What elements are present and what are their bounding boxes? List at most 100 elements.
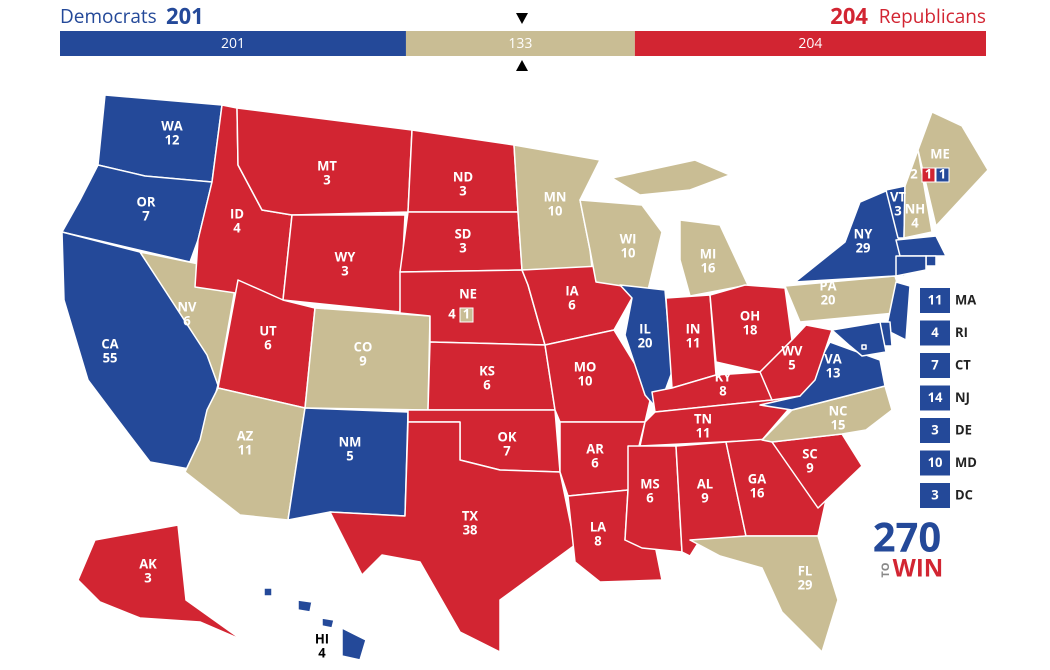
state-votes: 9 — [806, 458, 813, 476]
logo-number: 270 — [873, 509, 942, 564]
state-votes: 15 — [831, 415, 846, 433]
state-votes: 20 — [638, 333, 653, 351]
legend-box — [920, 288, 950, 313]
legend-votes: 3 — [931, 485, 938, 503]
state-abbr: MO — [574, 357, 597, 375]
legend-abbr: NJ — [955, 388, 970, 406]
tally-bar: 201 133 204 — [60, 31, 986, 56]
state-abbr: OK — [498, 427, 517, 445]
state-shape — [77, 524, 243, 641]
state-abbr: CO — [354, 337, 373, 355]
legend-abbr: RI — [955, 323, 968, 341]
state-votes: 29 — [856, 238, 871, 256]
state-votes: 3 — [144, 568, 151, 586]
state-votes: 5 — [346, 446, 353, 464]
district-votes: 1 — [939, 164, 946, 182]
state-shape — [329, 421, 576, 653]
state-abbr: ME — [930, 144, 950, 162]
state-abbr: WV — [781, 341, 803, 359]
legend-box — [920, 450, 950, 476]
rep-label: Republicans — [879, 3, 986, 29]
state-abbr: NY — [854, 224, 874, 242]
state-votes: 3 — [323, 170, 330, 188]
legend-votes: 3 — [931, 420, 938, 438]
state-votes: 4 — [233, 218, 241, 236]
state-shape — [895, 235, 947, 257]
legend-votes: 10 — [928, 453, 943, 471]
state-shape — [794, 189, 906, 283]
state-abbr: KY — [715, 367, 733, 385]
state-votes: 10 — [621, 243, 636, 261]
state-abbr: NH — [905, 199, 926, 217]
state-votes: 12 — [165, 130, 180, 148]
district-box — [935, 167, 950, 183]
state-votes: 4 — [318, 643, 326, 661]
logo-word: WIN — [893, 551, 944, 584]
state-shape — [611, 159, 731, 196]
state-abbr: IA — [565, 281, 578, 299]
rep-total: 204 — [830, 1, 868, 31]
legend-box — [920, 385, 950, 411]
state-votes: 3 — [459, 238, 466, 256]
state-abbr: OH — [740, 306, 760, 324]
tally-label: 133 — [508, 34, 532, 53]
state-votes: 11 — [686, 333, 701, 351]
state-abbr: VT — [890, 187, 906, 205]
state-abbr: GA — [748, 469, 766, 487]
district-box — [921, 167, 936, 183]
state-shape — [297, 599, 313, 613]
state-abbr: ID — [230, 204, 244, 222]
state-abbr: AK — [139, 554, 157, 572]
state-abbr: NC — [829, 401, 848, 419]
state-votes: 11 — [696, 423, 711, 441]
legend-abbr: DE — [955, 420, 972, 438]
state-shape — [784, 275, 907, 323]
state-shape — [321, 617, 335, 629]
state-abbr: MT — [317, 156, 337, 174]
state-shape — [759, 324, 833, 401]
state-shape — [917, 111, 989, 227]
small-state-legend: 11 MA 4 RI 7 CT 14 NJ 3 DE 10 MD 3 DC — [920, 288, 977, 508]
state-abbr: WA — [161, 116, 183, 134]
state-votes: 16 — [750, 483, 765, 501]
state-abbr: TN — [694, 409, 712, 427]
state-votes: 2 — [910, 164, 918, 182]
state-abbr: IL — [639, 319, 651, 337]
tally-label: 201 — [221, 34, 245, 53]
state-abbr: KS — [479, 361, 495, 379]
state-votes: 11 — [238, 440, 253, 458]
state-abbr: AL — [697, 474, 713, 492]
state-abbr: AR — [586, 439, 604, 457]
state-shape — [861, 344, 867, 350]
state-abbr: PA — [819, 276, 836, 294]
state-votes: 3 — [459, 181, 466, 199]
state-votes: 8 — [594, 531, 601, 549]
state-votes: 55 — [103, 348, 118, 366]
legend-box — [920, 320, 950, 346]
dem-total: 201 — [166, 1, 204, 31]
state-votes: 4 — [911, 213, 919, 231]
state-abbr: OR — [137, 192, 156, 210]
state-shape — [925, 255, 937, 267]
state-shape — [903, 149, 933, 239]
legend-box — [920, 353, 950, 378]
state-shape — [341, 627, 367, 661]
state-votes: 10 — [548, 201, 563, 219]
state-votes: 6 — [646, 488, 654, 506]
tally-segment — [60, 31, 406, 56]
state-votes: 20 — [821, 290, 836, 308]
state-votes: 9 — [359, 351, 366, 369]
state-shape — [263, 587, 273, 597]
state-abbr: TX — [462, 506, 479, 524]
state-shape — [689, 535, 839, 653]
legend-votes: 14 — [928, 388, 943, 406]
state-votes: 7 — [142, 206, 150, 224]
state-abbr: UT — [259, 321, 277, 339]
legend-votes: 4 — [931, 323, 939, 341]
state-abbr: SD — [455, 224, 472, 242]
state-abbr: AZ — [237, 426, 254, 444]
legend-abbr: MA — [955, 290, 976, 308]
state-votes: 3 — [341, 261, 348, 279]
state-votes: 6 — [483, 375, 491, 393]
dem-label: Democrats — [60, 3, 157, 29]
